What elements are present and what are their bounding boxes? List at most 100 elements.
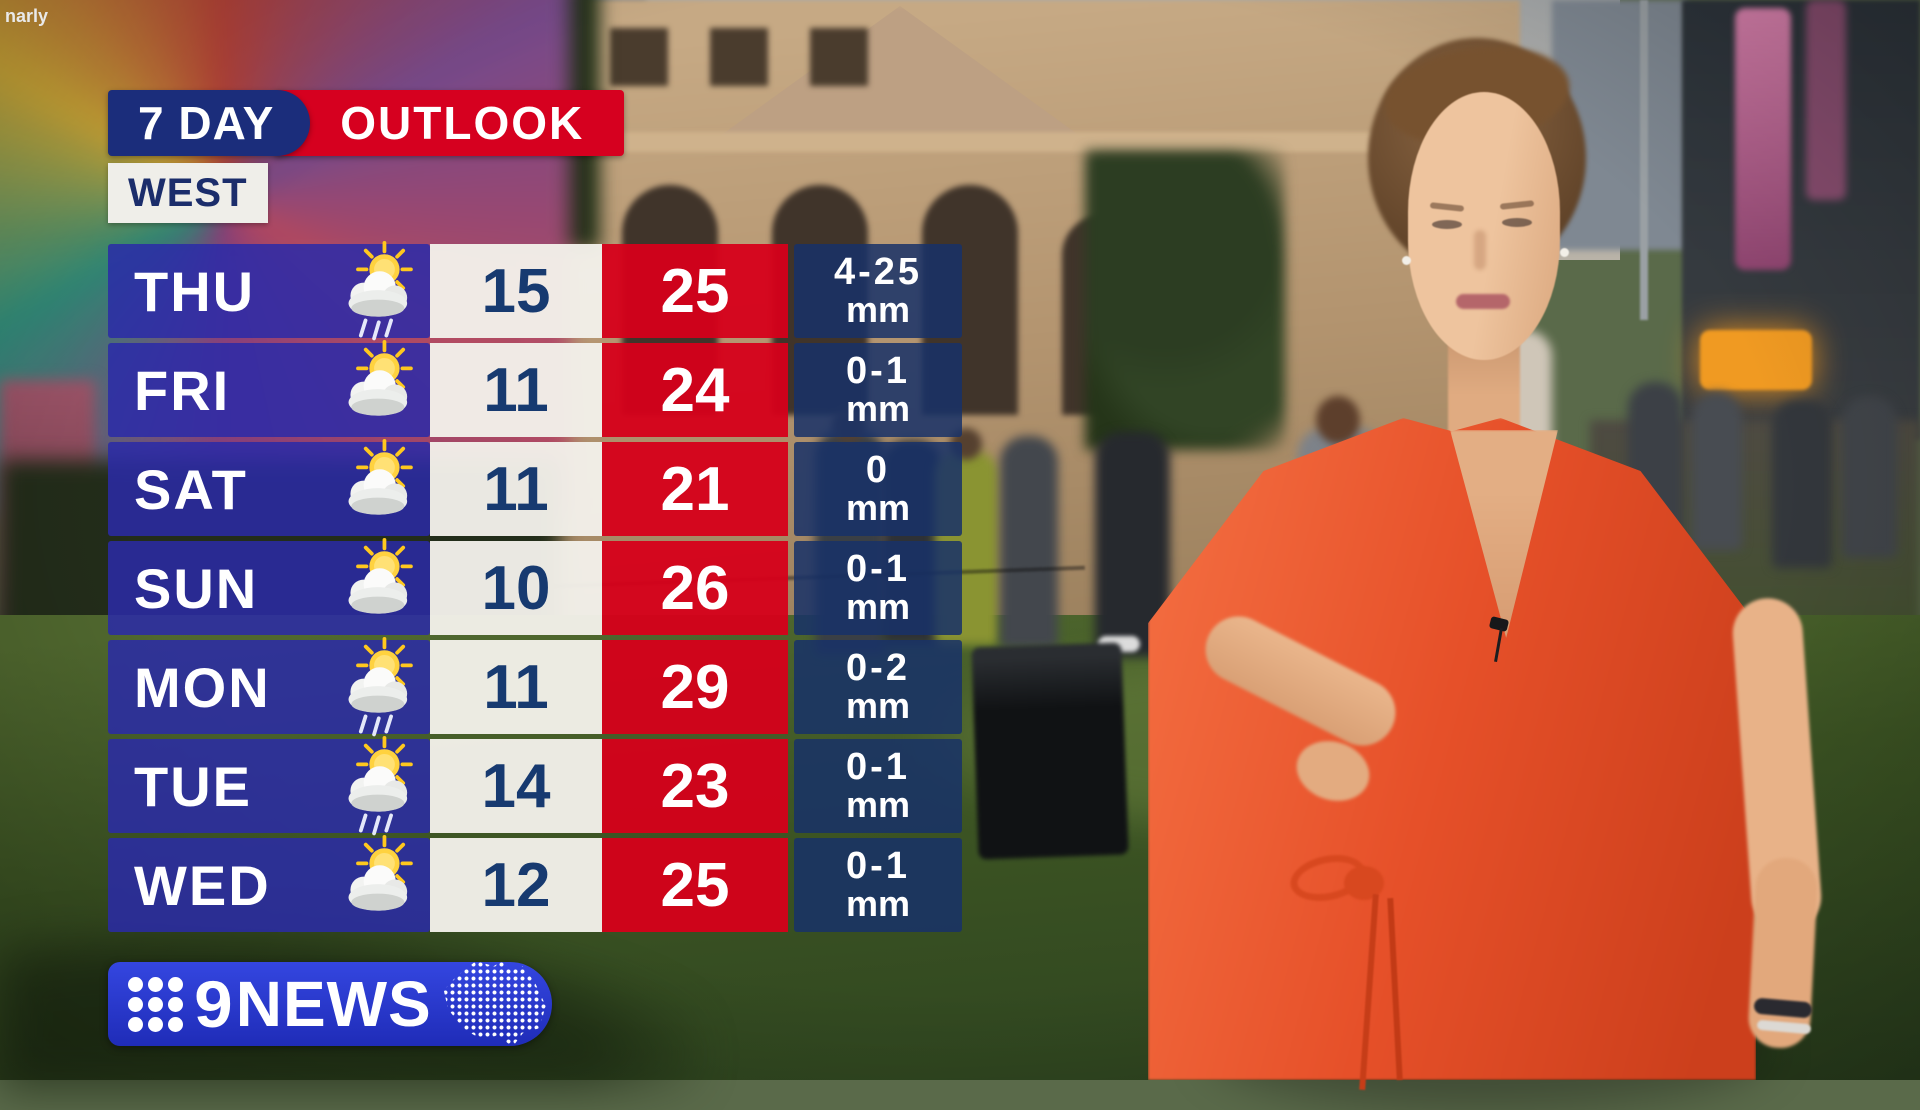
rain-part — [358, 813, 393, 836]
building-window — [610, 28, 668, 86]
weather-icon — [348, 736, 413, 836]
day-cell: THU — [108, 241, 430, 341]
forecast-row: FRI — [108, 340, 962, 437]
lips — [1456, 294, 1510, 309]
rain-unit: mm — [845, 685, 911, 727]
max-temp: 25 — [602, 244, 788, 338]
watermark-text: narly — [5, 6, 49, 26]
rain-cell: 4-25 mm — [794, 244, 962, 338]
light-pole — [1640, 0, 1648, 320]
cloud-part — [348, 766, 408, 812]
min-temp: 10 — [430, 541, 602, 635]
rain-unit: mm — [845, 784, 911, 826]
news-presenter — [1148, 35, 1824, 1110]
tree — [1085, 150, 1285, 450]
presenter-face — [1408, 92, 1560, 360]
cloud-part — [348, 370, 408, 416]
rain-cell: 0 mm — [794, 442, 962, 536]
day-label: TUE — [134, 754, 252, 818]
nose-shadow — [1474, 230, 1486, 270]
rain-cell: 0-2 mm — [794, 640, 962, 734]
orange-dress — [1148, 418, 1756, 1080]
min-temp: 12 — [430, 838, 602, 932]
max-temp: 25 — [602, 838, 788, 932]
eye — [1502, 218, 1532, 227]
earring — [1560, 248, 1569, 257]
header-title-right: OUTLOOK — [274, 90, 625, 156]
panel-header: 7 DAY OUTLOOK — [108, 90, 625, 156]
day-cell: SUN — [108, 538, 430, 635]
crowd-person — [1692, 392, 1742, 550]
cloud-part — [348, 667, 408, 713]
rain-cell: 0-1 mm — [794, 838, 962, 932]
min-temp: 11 — [430, 343, 602, 437]
rain-unit: mm — [845, 388, 911, 430]
building-window — [710, 28, 768, 86]
crowd-person — [1842, 396, 1897, 558]
min-temp: 15 — [430, 244, 602, 338]
forecast-row: MON — [108, 637, 962, 737]
min-temp: 14 — [430, 739, 602, 833]
weather-icon — [348, 340, 413, 416]
day-label: WED — [134, 853, 271, 917]
crowd-person — [1000, 436, 1058, 648]
rain-cell: 0-1 mm — [794, 739, 962, 833]
nine-dots-icon — [128, 976, 183, 1032]
day-cell: SAT — [108, 439, 430, 536]
forecast-row: THU — [108, 241, 962, 341]
day-label: THU — [134, 259, 256, 323]
crowd-person-head — [1316, 396, 1360, 444]
building-window — [810, 28, 868, 86]
min-temp: 11 — [430, 640, 602, 734]
day-label: FRI — [134, 358, 231, 422]
cloud-part — [348, 271, 408, 317]
region-tag: WEST — [108, 163, 268, 223]
cloud-part — [348, 469, 408, 515]
forecast-row: TUE — [108, 736, 962, 836]
rain-range: 4-25 — [833, 251, 923, 294]
rain-range: 0-1 — [846, 746, 910, 789]
max-temp: 21 — [602, 442, 788, 536]
max-temp: 24 — [602, 343, 788, 437]
rain-unit: mm — [845, 883, 911, 925]
cloud-part — [348, 568, 408, 614]
cloud-part — [348, 865, 408, 911]
rain-range: 0 — [865, 449, 891, 492]
day-label: SUN — [134, 556, 259, 620]
day-label: SAT — [134, 457, 248, 521]
rain-part — [358, 318, 393, 341]
day-cell: MON — [108, 637, 430, 737]
day-cell: WED — [108, 835, 430, 932]
weather-icon — [348, 538, 413, 614]
day-cell: TUE — [108, 736, 430, 836]
forecast-row: WED — [108, 835, 962, 932]
rain-range: 0-2 — [846, 647, 910, 690]
rain-unit: mm — [845, 487, 911, 529]
weather-icon — [348, 439, 413, 515]
max-temp: 23 — [602, 739, 788, 833]
min-temp: 11 — [430, 442, 602, 536]
eye — [1432, 220, 1462, 229]
rain-unit: mm — [845, 586, 911, 628]
street-banner — [1806, 0, 1846, 200]
logo-number: 9 — [194, 967, 233, 1041]
earring — [1402, 256, 1411, 265]
rain-range: 0-1 — [846, 350, 910, 393]
weather-icon — [348, 241, 413, 341]
rain-unit: mm — [845, 289, 911, 331]
weather-icon — [348, 835, 413, 911]
rain-part — [358, 714, 393, 737]
header-title-left: 7 DAY — [108, 90, 311, 156]
logo-name: NEWS — [235, 968, 432, 1040]
rain-range: 0-1 — [846, 845, 910, 888]
rain-range: 0-1 — [846, 548, 910, 591]
building-cornice — [560, 132, 1460, 152]
day-label: MON — [134, 655, 271, 719]
crowd-person — [1772, 400, 1832, 568]
street-banner — [1735, 8, 1791, 270]
rain-cell: 0-1 mm — [794, 343, 962, 437]
max-temp: 26 — [602, 541, 788, 635]
forecast-row: SAT — [108, 439, 962, 536]
forecast-row: SUN — [108, 538, 962, 635]
weather-graphic-panel: narly 7 DAY OUTLOOK WEST THU — [5, 6, 962, 1047]
